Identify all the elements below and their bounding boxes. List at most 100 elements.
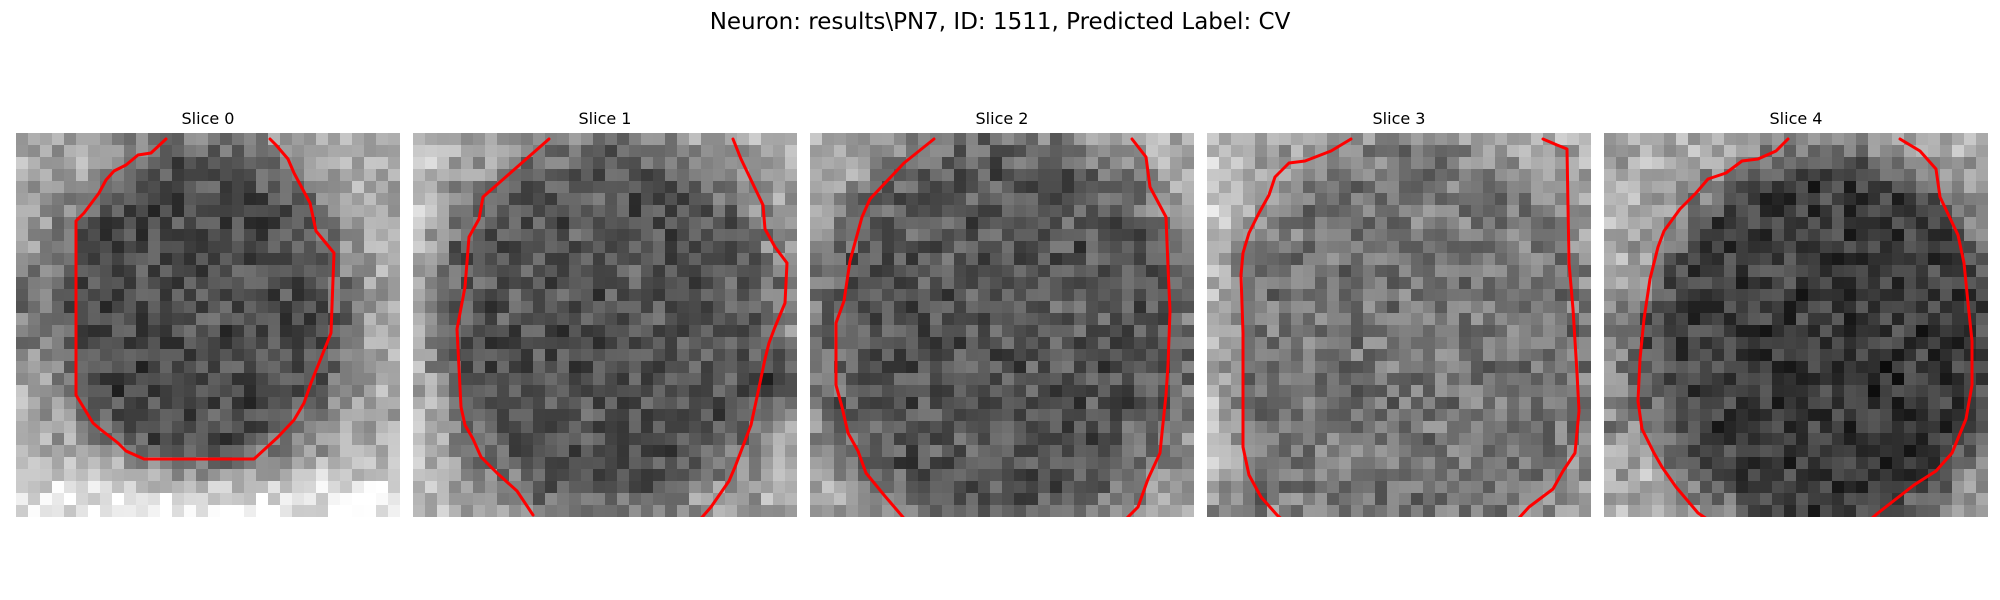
image-pixel	[1086, 385, 1099, 398]
image-pixel	[1255, 457, 1268, 470]
image-pixel	[1050, 505, 1063, 517]
image-pixel	[773, 205, 786, 218]
image-pixel	[340, 145, 353, 158]
image-pixel	[376, 433, 389, 446]
image-pixel	[425, 157, 438, 170]
image-pixel	[1868, 253, 1881, 266]
image-pixel	[605, 385, 618, 398]
image-pixel	[1928, 445, 1941, 458]
image-pixel	[1543, 217, 1556, 230]
image-pixel	[990, 421, 1003, 434]
image-pixel	[761, 181, 774, 194]
image-pixel	[1579, 469, 1591, 482]
image-pixel	[1712, 325, 1725, 338]
image-pixel	[713, 505, 726, 517]
image-pixel	[1303, 313, 1316, 326]
image-pixel	[749, 157, 762, 170]
image-pixel	[1315, 469, 1328, 482]
image-pixel	[1904, 277, 1917, 290]
image-pixel	[1267, 373, 1280, 386]
image-pixel	[485, 349, 498, 362]
image-pixel	[1098, 361, 1111, 374]
image-pixel	[1375, 325, 1388, 338]
image-pixel	[978, 409, 991, 422]
image-pixel	[1868, 337, 1881, 350]
image-pixel	[581, 301, 594, 314]
image-pixel	[810, 469, 823, 482]
image-pixel	[1315, 253, 1328, 266]
image-pixel	[665, 181, 678, 194]
image-pixel	[1952, 409, 1965, 422]
image-pixel	[1315, 337, 1328, 350]
image-pixel	[100, 133, 113, 146]
image-pixel	[340, 409, 353, 422]
image-pixel	[653, 385, 666, 398]
image-pixel	[1555, 409, 1568, 422]
image-pixel	[112, 133, 125, 146]
image-pixel	[1363, 181, 1376, 194]
image-pixel	[1832, 169, 1845, 182]
image-pixel	[846, 469, 859, 482]
image-pixel	[1219, 445, 1232, 458]
image-pixel	[557, 193, 570, 206]
image-pixel	[1531, 397, 1544, 410]
image-pixel	[232, 169, 245, 182]
image-pixel	[1856, 421, 1869, 434]
image-pixel	[773, 421, 786, 434]
image-pixel	[497, 445, 510, 458]
image-pixel	[388, 253, 400, 266]
image-pixel	[1339, 457, 1352, 470]
image-pixel	[1976, 169, 1988, 182]
image-pixel	[1952, 301, 1965, 314]
image-pixel	[1387, 181, 1400, 194]
image-pixel	[1808, 193, 1821, 206]
image-pixel	[437, 217, 450, 230]
image-pixel	[292, 469, 305, 482]
image-pixel	[244, 181, 257, 194]
image-pixel	[1820, 241, 1833, 254]
image-pixel	[352, 409, 365, 422]
image-pixel	[689, 193, 702, 206]
image-pixel	[1435, 133, 1448, 146]
image-pixel	[1207, 289, 1220, 302]
image-pixel	[725, 445, 738, 458]
image-pixel	[340, 169, 353, 182]
image-pixel	[701, 301, 714, 314]
image-pixel	[1736, 205, 1749, 218]
image-pixel	[1134, 445, 1147, 458]
image-pixel	[1447, 301, 1460, 314]
image-pixel	[376, 277, 389, 290]
image-pixel	[1856, 361, 1869, 374]
image-pixel	[1471, 301, 1484, 314]
image-pixel	[1255, 313, 1268, 326]
image-pixel	[1664, 313, 1677, 326]
image-pixel	[1158, 313, 1171, 326]
image-pixel	[124, 265, 137, 278]
image-pixel	[196, 301, 209, 314]
image-pixel	[1928, 205, 1941, 218]
image-pixel	[413, 457, 426, 470]
image-pixel	[304, 289, 317, 302]
image-pixel	[990, 205, 1003, 218]
image-pixel	[485, 433, 498, 446]
image-pixel	[870, 505, 883, 517]
image-pixel	[1375, 265, 1388, 278]
image-pixel	[28, 493, 41, 506]
image-pixel	[1086, 205, 1099, 218]
image-pixel	[761, 505, 774, 517]
image-pixel	[1219, 325, 1232, 338]
image-pixel	[1435, 205, 1448, 218]
image-pixel	[316, 229, 329, 242]
image-pixel	[1267, 133, 1280, 146]
image-pixel	[810, 445, 823, 458]
image-pixel	[1928, 385, 1941, 398]
image-pixel	[112, 493, 125, 506]
image-pixel	[557, 265, 570, 278]
image-pixel	[1170, 361, 1183, 374]
image-pixel	[1291, 217, 1304, 230]
image-pixel	[184, 493, 197, 506]
image-pixel	[1964, 265, 1977, 278]
image-pixel	[280, 481, 293, 494]
image-pixel	[437, 193, 450, 206]
image-pixel	[1760, 157, 1773, 170]
